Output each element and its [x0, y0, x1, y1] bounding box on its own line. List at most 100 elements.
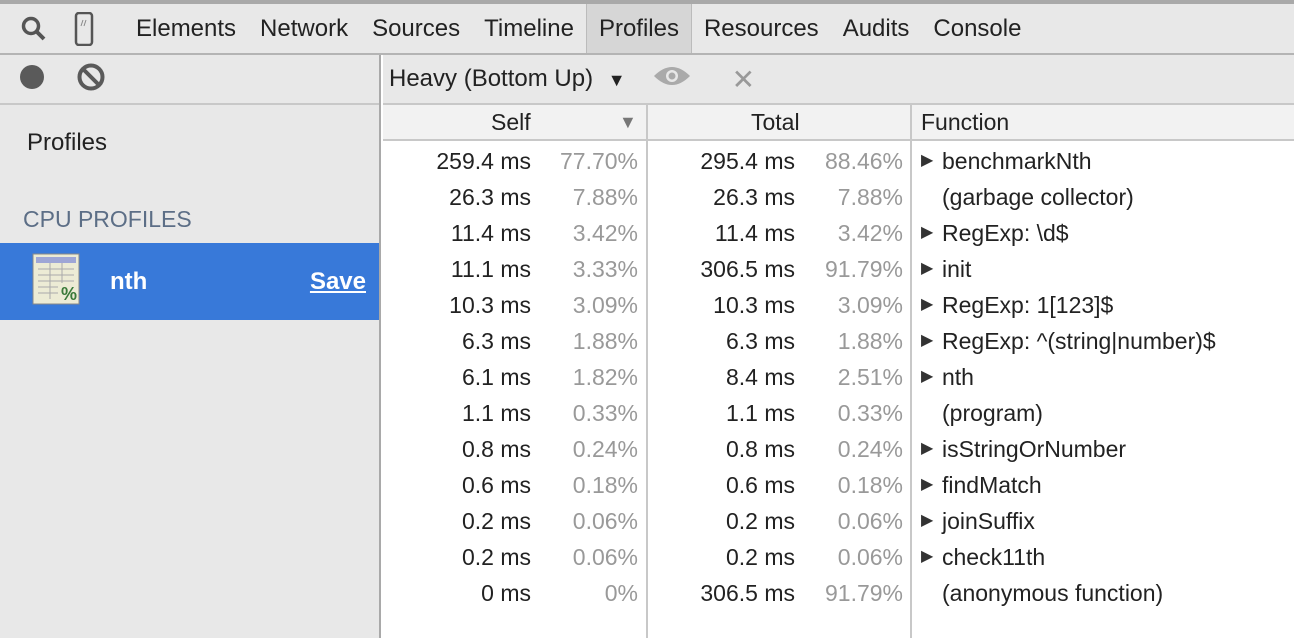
self-percent: 3.33% — [572, 256, 638, 282]
clear-button[interactable] — [76, 62, 106, 97]
tab-console[interactable]: Console — [933, 15, 1022, 42]
profiles-sidebar: Profiles CPU PROFILES % nth Save — [0, 55, 381, 638]
expand-triangle-icon[interactable]: ▶ — [921, 296, 934, 313]
view-mode-select[interactable]: Heavy (Bottom Up) ▼ — [389, 65, 626, 93]
function-name: findMatch — [942, 472, 1042, 498]
profile-icon: % — [32, 253, 80, 310]
self-time: 0.2 ms — [461, 508, 531, 534]
tab-profiles[interactable]: Profiles — [585, 4, 692, 53]
table-row[interactable]: 0.2 ms 0.06% 0.2 ms 0.06% ▶ check11th — [383, 539, 1294, 575]
total-time: 306.5 ms — [700, 256, 795, 282]
self-time: 1.1 ms — [461, 400, 531, 426]
profile-item-nth[interactable]: % nth Save — [0, 243, 379, 320]
column-header-function[interactable]: Function — [921, 109, 1010, 135]
view-mode-value: Heavy (Bottom Up) — [389, 65, 594, 92]
table-row[interactable]: 6.1 ms 1.82% 8.4 ms 2.51% ▶ nth — [383, 359, 1294, 395]
total-time: 0.6 ms — [725, 472, 795, 498]
total-time: 0.2 ms — [725, 508, 795, 534]
tab-elements[interactable]: Elements — [136, 15, 237, 42]
table-row[interactable]: 6.3 ms 1.88% 6.3 ms 1.88% ▶ RegExp: ^(string|… — [383, 323, 1294, 359]
record-button[interactable] — [18, 63, 46, 96]
expand-triangle-icon[interactable]: ▶ — [921, 476, 934, 493]
exclude-close-icon[interactable]: ✕ — [731, 63, 756, 95]
expand-triangle-icon[interactable]: ▶ — [921, 152, 934, 169]
total-percent: 3.09% — [837, 292, 903, 318]
total-time: 1.1 ms — [725, 400, 795, 426]
expand-triangle-icon[interactable]: ▶ — [921, 440, 934, 457]
table-row[interactable]: 0.8 ms 0.24% 0.8 ms 0.24% ▶ isStringOrNumber — [383, 431, 1294, 467]
expand-triangle-icon[interactable]: ▶ — [921, 512, 934, 529]
function-name: init — [942, 256, 972, 282]
expand-triangle-icon[interactable]: ▶ — [921, 332, 934, 349]
table-row[interactable]: 0.2 ms 0.06% 0.2 ms 0.06% ▶ joinSuffix — [383, 503, 1294, 539]
total-time: 0.8 ms — [725, 436, 795, 462]
function-name: joinSuffix — [942, 508, 1035, 534]
function-name: (anonymous function) — [942, 580, 1164, 606]
expand-triangle-icon[interactable]: ▶ — [921, 260, 934, 277]
total-time: 10.3 ms — [713, 292, 795, 318]
column-header-self[interactable]: Self — [491, 109, 531, 135]
self-percent: 1.82% — [572, 364, 638, 390]
table-row[interactable]: 0.6 ms 0.18% 0.6 ms 0.18% ▶ findMatch — [383, 467, 1294, 503]
save-link[interactable]: Save — [309, 267, 366, 295]
tab-resources[interactable]: Resources — [703, 15, 819, 42]
column-header-total[interactable]: Total — [751, 109, 800, 135]
self-time: 0.8 ms — [461, 436, 531, 462]
dropdown-arrow-icon: ▼ — [607, 70, 626, 90]
table-row[interactable]: 0 ms 0% 306.5 ms 91.79% (anonymous function) — [383, 575, 1294, 611]
table-row[interactable]: 11.1 ms 3.33% 306.5 ms 91.79% ▶ init — [383, 251, 1294, 287]
self-percent: 3.09% — [572, 292, 638, 318]
total-percent: 0.06% — [837, 544, 903, 570]
self-time: 0 ms — [481, 580, 531, 606]
function-name: RegExp: 1[123]$ — [942, 292, 1114, 318]
self-time: 259.4 ms — [436, 148, 531, 174]
table-row[interactable]: 26.3 ms 7.88% 26.3 ms 7.88% (garbage collect… — [383, 179, 1294, 215]
self-time: 11.4 ms — [450, 220, 531, 246]
total-percent: 0.33% — [837, 400, 903, 426]
total-time: 0.2 ms — [725, 544, 795, 570]
profile-table-body: 259.4 ms 77.70% 295.4 ms 88.46% ▶ benchmarkNt… — [383, 143, 1294, 611]
expand-triangle-icon[interactable]: ▶ — [921, 548, 934, 565]
self-time: 26.3 ms — [449, 184, 531, 210]
search-icon[interactable] — [14, 9, 54, 49]
focus-eye-icon[interactable] — [652, 64, 692, 95]
function-name: nth — [942, 364, 974, 390]
table-row[interactable]: 1.1 ms 0.33% 1.1 ms 0.33% (program) — [383, 395, 1294, 431]
tab-timeline[interactable]: Timeline — [484, 15, 574, 42]
profile-name: nth — [110, 267, 148, 295]
table-row[interactable]: 11.4 ms 3.42% 11.4 ms 3.42% ▶ RegExp: \d$ — [383, 215, 1294, 251]
tab-audits[interactable]: Audits — [842, 15, 910, 42]
device-mode-icon[interactable] — [64, 9, 104, 49]
function-name: benchmarkNth — [942, 148, 1092, 174]
sidebar-toolbar — [0, 55, 379, 105]
total-percent: 0.06% — [837, 508, 903, 534]
total-time: 26.3 ms — [713, 184, 795, 210]
total-time: 306.5 ms — [700, 580, 795, 606]
function-name: (program) — [942, 400, 1043, 426]
total-percent: 3.42% — [837, 220, 903, 246]
total-time: 295.4 ms — [700, 148, 795, 174]
column-divider — [646, 105, 648, 638]
table-header: Self ▼ Total Function — [383, 105, 1294, 141]
total-percent: 2.51% — [837, 364, 903, 390]
table-row[interactable]: 259.4 ms 77.70% 295.4 ms 88.46% ▶ benchmarkNt… — [383, 143, 1294, 179]
total-percent: 88.46% — [824, 148, 903, 174]
tab-sources[interactable]: Sources — [372, 15, 461, 42]
profile-toolbar: Heavy (Bottom Up) ▼ ✕ — [383, 55, 1294, 105]
expand-triangle-icon[interactable]: ▶ — [921, 224, 934, 241]
total-percent: 0.24% — [837, 436, 903, 462]
section-cpu-profiles: CPU PROFILES — [23, 206, 192, 232]
self-percent: 0.06% — [572, 508, 638, 534]
sidebar-title: Profiles — [27, 129, 108, 156]
table-row[interactable]: 10.3 ms 3.09% 10.3 ms 3.09% ▶ RegExp: 1[123]$ — [383, 287, 1294, 323]
expand-triangle-icon[interactable]: ▶ — [921, 368, 934, 385]
self-time: 6.3 ms — [461, 328, 531, 354]
sort-descending-icon: ▼ — [619, 112, 637, 132]
total-time: 8.4 ms — [725, 364, 795, 390]
function-name: RegExp: ^(string|number)$ — [942, 328, 1216, 354]
tab-network[interactable]: Network — [260, 15, 349, 42]
self-percent: 0.18% — [572, 472, 638, 498]
svg-text:%: % — [61, 284, 77, 304]
self-percent: 0.06% — [572, 544, 638, 570]
total-time: 11.4 ms — [714, 220, 795, 246]
